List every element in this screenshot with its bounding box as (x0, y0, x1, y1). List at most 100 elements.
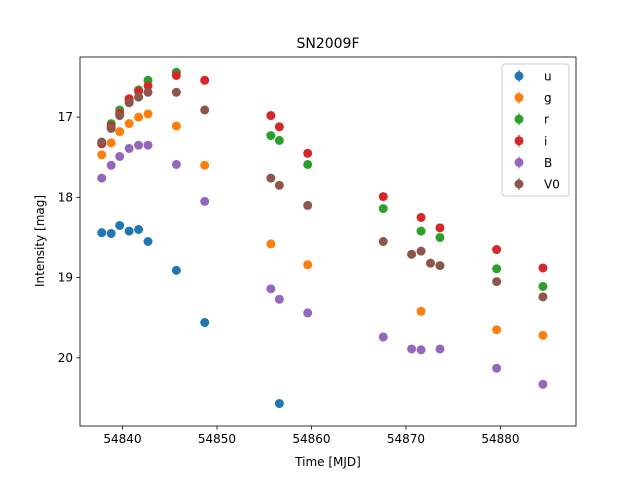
data-point-i (171, 70, 181, 80)
data-point-v0 (200, 105, 210, 115)
chart-title: SN2009F (296, 36, 359, 52)
data-point-v0 (266, 173, 276, 183)
data-point-b (274, 294, 284, 304)
data-point-i (303, 148, 313, 158)
data-point-u (134, 224, 144, 234)
y-axis-label: Intensity [mag] (33, 195, 47, 287)
data-point-i (538, 263, 548, 273)
data-point-v0 (538, 292, 548, 302)
data-point-g (115, 127, 125, 137)
data-point-v0 (435, 261, 445, 271)
data-point-v0 (303, 200, 313, 210)
data-point-v0 (97, 137, 107, 147)
data-point-g (106, 138, 116, 148)
legend-label-b: B (544, 156, 552, 170)
data-point-i (200, 75, 210, 85)
data-point-b (171, 159, 181, 169)
series-g (97, 109, 548, 340)
data-point-b (115, 151, 125, 161)
data-point-g (538, 330, 548, 340)
data-point-g (171, 121, 181, 131)
data-point-g (134, 112, 144, 122)
y-tick-label: 17 (58, 110, 73, 124)
data-point-u (143, 237, 153, 246)
series-v0 (97, 87, 548, 302)
data-point-b (407, 344, 417, 354)
data-point-u (171, 265, 181, 275)
x-tick-label: 54840 (103, 432, 141, 446)
legend-marker-i (514, 136, 524, 146)
data-point-g (143, 109, 153, 119)
data-point-b (266, 284, 276, 294)
data-point-r (538, 281, 548, 291)
data-point-v0 (143, 87, 153, 97)
data-point-r (303, 159, 313, 169)
series-u (97, 220, 284, 409)
legend-label-v0: V0 (544, 178, 560, 192)
data-point-i (143, 81, 153, 91)
data-point-r (274, 135, 284, 145)
data-point-b (124, 143, 134, 153)
y-tick-label: 20 (58, 351, 73, 365)
data-point-b (378, 332, 388, 342)
legend-label-i: i (544, 134, 547, 148)
data-point-v0 (115, 111, 125, 121)
data-point-v0 (492, 277, 502, 287)
data-point-g (200, 160, 210, 170)
data-point-u (200, 318, 210, 328)
legend-marker-g (514, 93, 524, 103)
x-tick-label: 54860 (292, 432, 330, 446)
data-point-i (435, 223, 445, 233)
x-tick-label: 54850 (198, 432, 236, 446)
data-point-v0 (274, 180, 284, 190)
legend-label-g: g (544, 91, 552, 105)
plot-frame (79, 56, 577, 427)
series-b (97, 140, 548, 389)
data-point-i (378, 192, 388, 202)
data-point-r (378, 204, 388, 214)
legend-marker-u (514, 71, 524, 81)
data-point-r (492, 264, 502, 274)
data-point-g (303, 260, 313, 270)
x-axis-label: Time [MJD] (294, 455, 361, 469)
data-point-b (538, 379, 548, 389)
data-point-r (435, 232, 445, 242)
x-tick-label: 54880 (481, 432, 519, 446)
data-point-u (106, 228, 116, 238)
data-point-b (435, 344, 445, 354)
y-tick-label: 18 (58, 190, 73, 204)
data-point-r (416, 226, 426, 236)
data-point-b (97, 173, 107, 183)
data-point-v0 (171, 87, 181, 97)
data-point-g (97, 150, 107, 160)
data-point-r (266, 131, 276, 141)
data-point-g (416, 306, 426, 316)
data-point-v0 (426, 258, 436, 268)
data-point-v0 (378, 237, 388, 246)
marks-layer (97, 67, 548, 409)
data-point-g (492, 325, 502, 335)
data-point-v0 (106, 123, 116, 133)
data-point-g (266, 239, 276, 249)
data-point-b (303, 308, 313, 318)
data-point-b (200, 196, 210, 206)
x-axis: 54840 54850 54860 54870 54880 (103, 426, 520, 446)
data-point-u (97, 228, 107, 238)
data-point-v0 (416, 246, 426, 256)
data-point-i (274, 122, 284, 132)
data-point-b (416, 345, 426, 355)
data-point-b (134, 140, 144, 150)
legend-label-r: r (544, 113, 549, 127)
data-point-i (492, 245, 502, 255)
data-point-b (143, 140, 153, 150)
legend-marker-b (514, 157, 524, 167)
data-point-g (124, 119, 134, 129)
legend-label-u: u (544, 70, 552, 84)
data-point-b (106, 160, 116, 170)
data-point-u (124, 226, 134, 236)
data-point-v0 (407, 249, 417, 259)
legend-marker-v0 (514, 179, 524, 189)
data-point-i (416, 212, 426, 222)
